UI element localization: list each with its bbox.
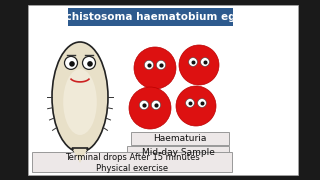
Circle shape xyxy=(201,58,209,66)
Circle shape xyxy=(151,100,161,110)
Bar xyxy=(131,132,229,145)
Circle shape xyxy=(188,58,197,66)
Bar xyxy=(32,152,232,172)
Circle shape xyxy=(69,61,75,67)
Ellipse shape xyxy=(63,69,97,135)
Circle shape xyxy=(201,102,204,105)
Text: Mid-day Sample: Mid-day Sample xyxy=(141,148,214,157)
Circle shape xyxy=(191,60,196,64)
Circle shape xyxy=(83,56,95,69)
Text: Terminal drops After 15 minutes
Physical exercise: Terminal drops After 15 minutes Physical… xyxy=(65,153,199,173)
Circle shape xyxy=(65,56,77,69)
Text: Haematuria: Haematuria xyxy=(153,134,207,143)
Circle shape xyxy=(186,99,195,107)
Circle shape xyxy=(156,60,166,70)
Circle shape xyxy=(87,61,93,67)
Circle shape xyxy=(140,100,148,110)
Circle shape xyxy=(198,99,206,107)
Circle shape xyxy=(129,87,171,129)
Circle shape xyxy=(148,63,152,68)
Ellipse shape xyxy=(52,42,108,152)
Circle shape xyxy=(134,47,176,89)
Bar xyxy=(68,8,233,26)
Bar xyxy=(127,146,229,159)
Circle shape xyxy=(159,63,164,68)
Polygon shape xyxy=(73,150,87,163)
Polygon shape xyxy=(72,148,88,164)
Text: Schistosoma haematobium egg: Schistosoma haematobium egg xyxy=(58,12,243,22)
Circle shape xyxy=(144,60,154,70)
Circle shape xyxy=(188,102,193,105)
Circle shape xyxy=(179,45,219,85)
Circle shape xyxy=(176,86,216,126)
Circle shape xyxy=(204,60,207,64)
Circle shape xyxy=(142,103,147,108)
Circle shape xyxy=(155,103,159,108)
Bar xyxy=(28,5,298,175)
